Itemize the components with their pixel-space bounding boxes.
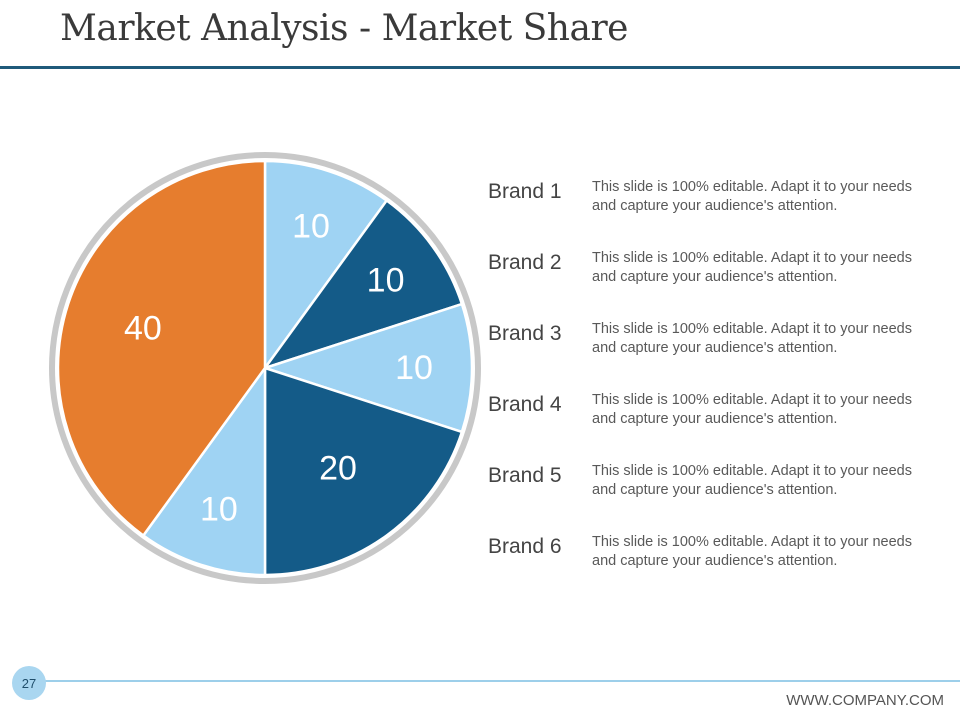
- pie-outer-ring: [49, 152, 481, 584]
- pie-slice-1: [263, 159, 388, 370]
- brand-label: Brand 1: [488, 180, 562, 203]
- brand-description: This slide is 100% editable. Adapt it to…: [592, 463, 912, 498]
- pie-slice-label-5: 10: [200, 491, 238, 529]
- pie-slice-label-2: 10: [367, 261, 405, 299]
- footer-website: WWW.COMPANY.COM: [786, 692, 944, 709]
- pie-slice-label-3: 10: [395, 349, 433, 387]
- brand-description: This slide is 100% editable. Adapt it to…: [592, 392, 912, 427]
- legend-item-brand-1: Brand 1 This slide is 100% editable. Ada…: [488, 178, 938, 230]
- legend-item-brand-5: Brand 5 This slide is 100% editable. Ada…: [488, 462, 938, 514]
- pie-slice-label-6: 40: [124, 309, 162, 347]
- pie-slice-4: [263, 366, 464, 577]
- brand-label: Brand 6: [488, 535, 562, 558]
- pie-slice-label-1: 10: [292, 207, 330, 245]
- pie-slices: [56, 159, 474, 577]
- brand-description: This slide is 100% editable. Adapt it to…: [592, 179, 912, 214]
- brand-label: Brand 5: [488, 464, 562, 487]
- pie-slice-3: [263, 302, 474, 434]
- legend-item-brand-3: Brand 3 This slide is 100% editable. Ada…: [488, 320, 938, 372]
- legend-item-brand-4: Brand 4 This slide is 100% editable. Ada…: [488, 391, 938, 443]
- brand-label: Brand 2: [488, 251, 562, 274]
- page-number-badge: 27: [12, 666, 46, 700]
- brand-description: This slide is 100% editable. Adapt it to…: [592, 321, 912, 356]
- pie-slice-label-4: 20: [319, 449, 357, 487]
- pie-slice-5: [142, 366, 267, 577]
- pie-slice-6: [56, 159, 267, 537]
- pie-slice-2: [263, 199, 464, 370]
- slide-title: Market Analysis - Market Share: [60, 8, 628, 49]
- pie-labels: 10 10 10 20 10 40: [124, 207, 433, 528]
- brand-label: Brand 3: [488, 322, 562, 345]
- brand-label: Brand 4: [488, 393, 562, 416]
- footer-rule: [30, 680, 960, 682]
- legend-item-brand-2: Brand 2 This slide is 100% editable. Ada…: [488, 249, 938, 301]
- legend-item-brand-6: Brand 6 This slide is 100% editable. Ada…: [488, 533, 938, 585]
- title-underline: [0, 66, 960, 69]
- brand-description: This slide is 100% editable. Adapt it to…: [592, 250, 912, 285]
- brand-description: This slide is 100% editable. Adapt it to…: [592, 534, 912, 569]
